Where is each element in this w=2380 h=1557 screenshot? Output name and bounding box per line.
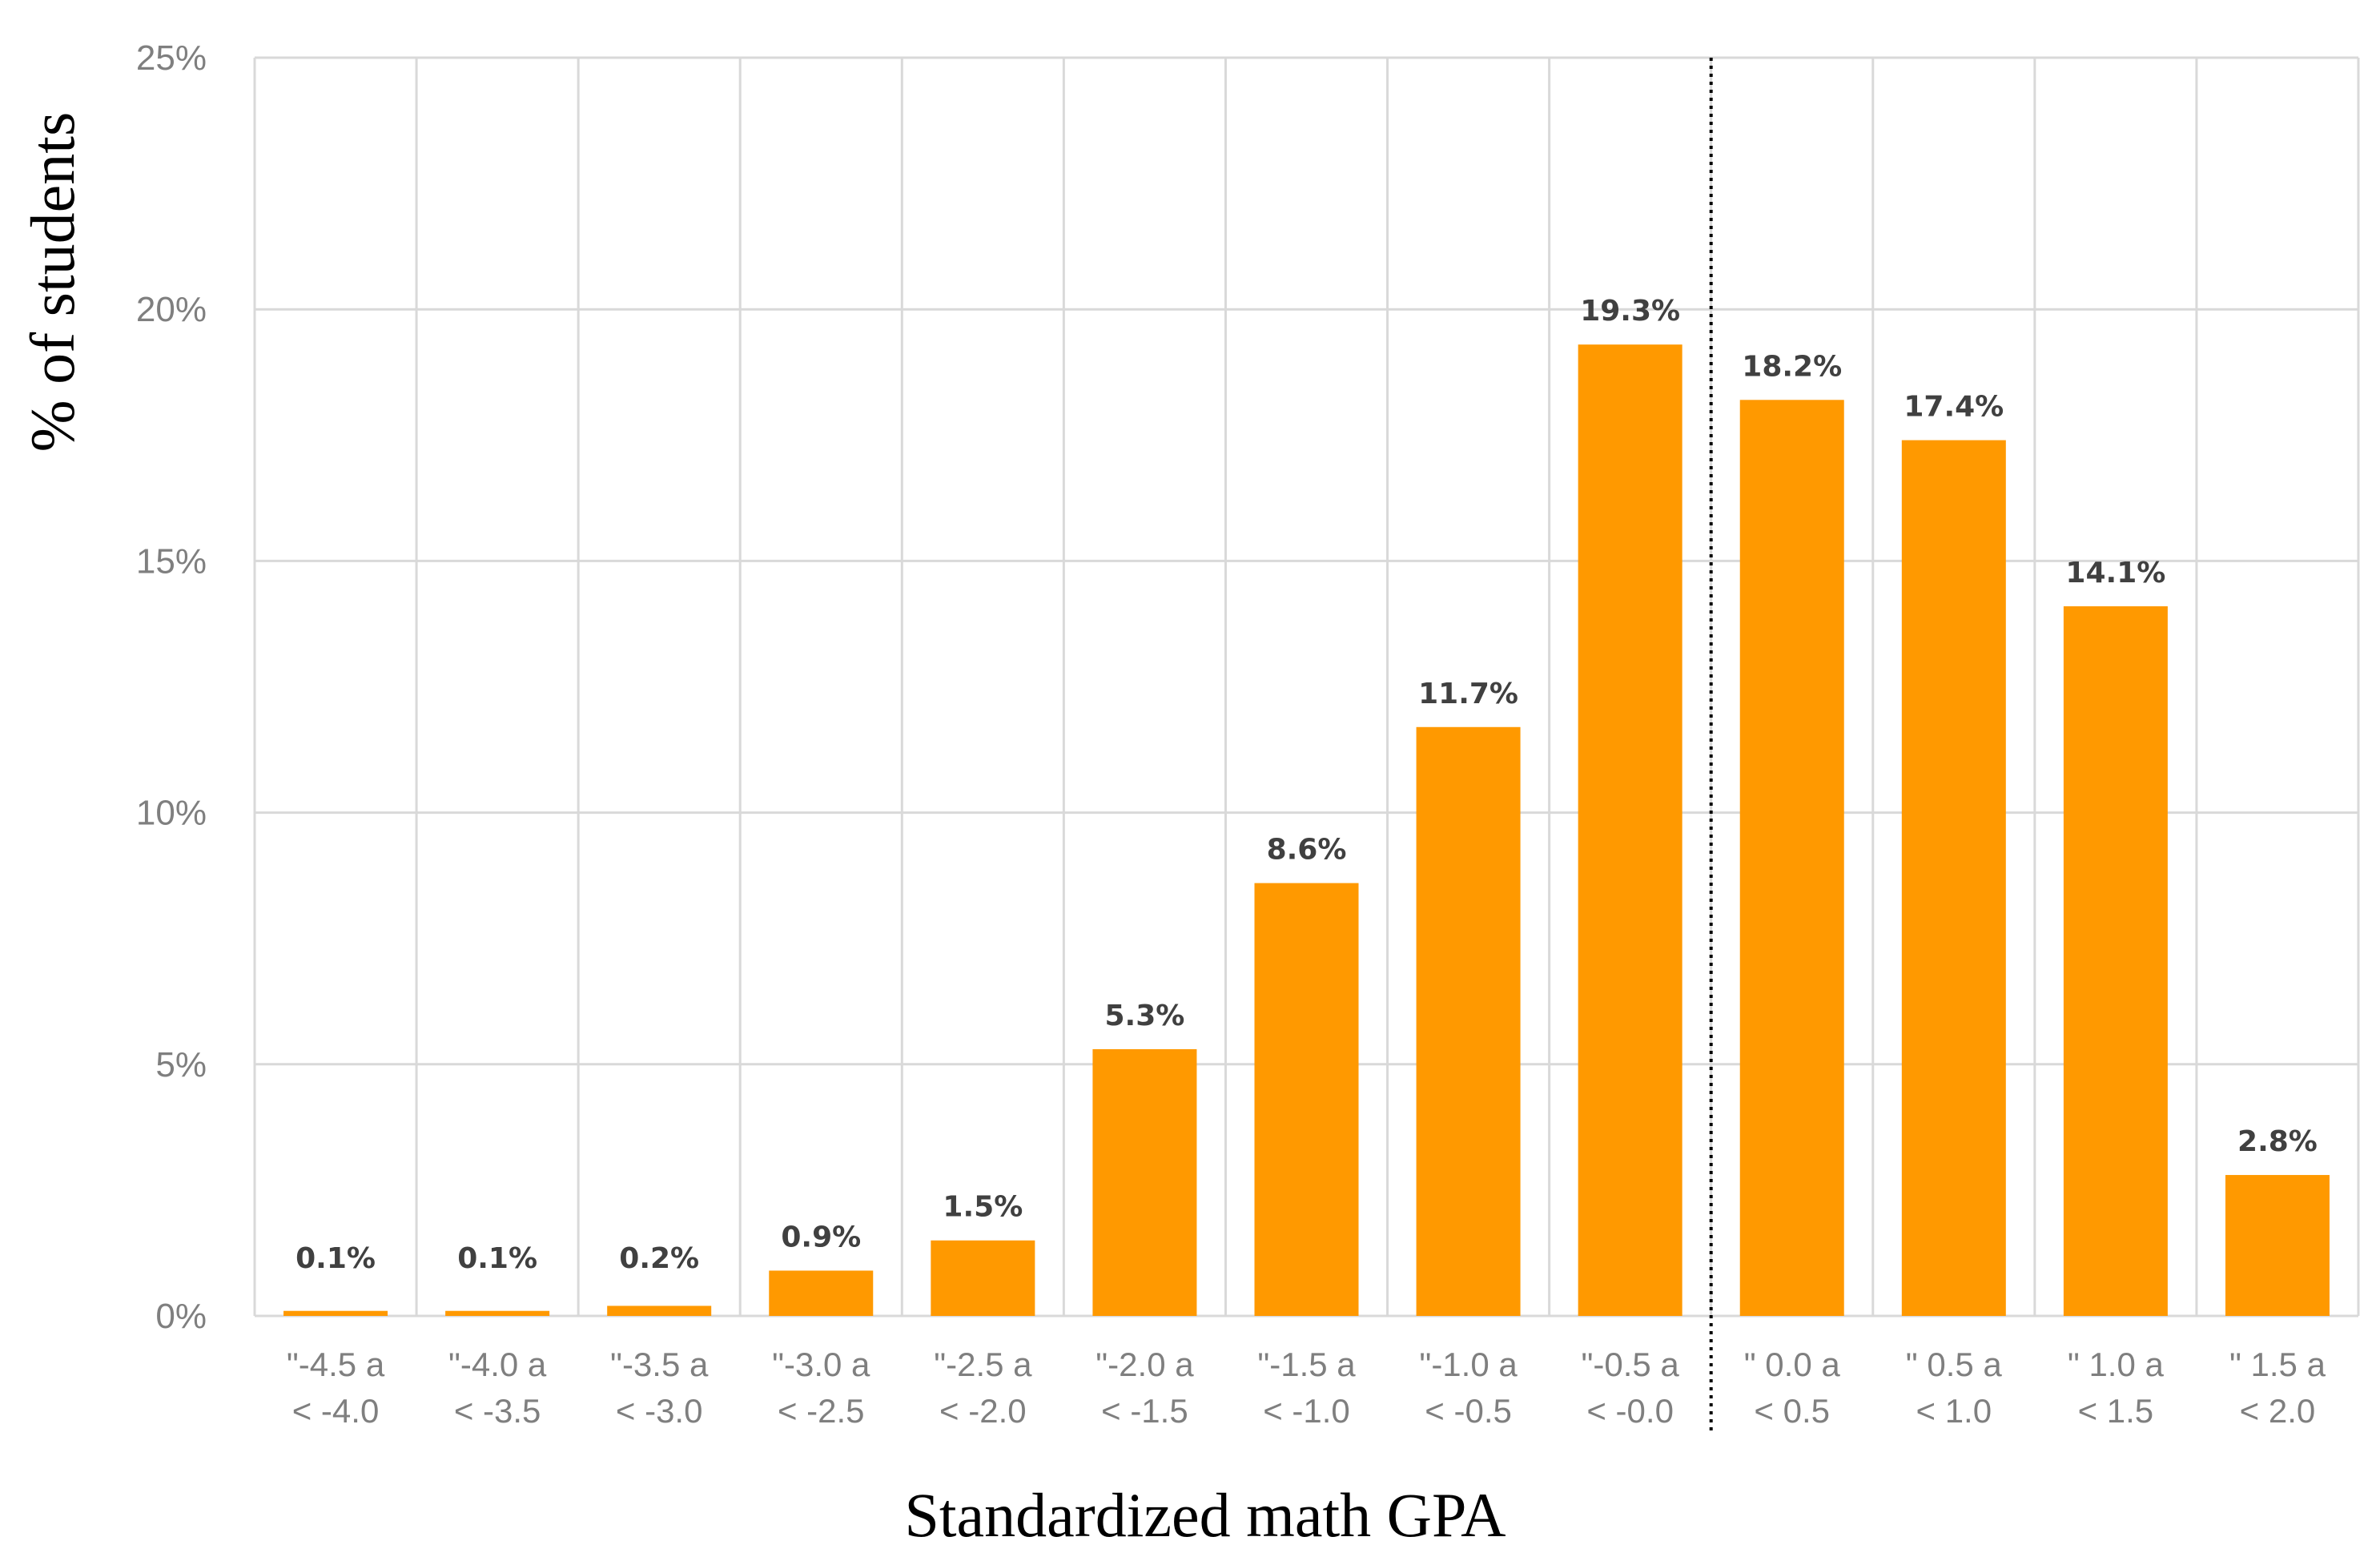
bar (2225, 1175, 2330, 1316)
x-tick-label: " 1.0 a (2068, 1346, 2165, 1383)
label-layer: 0% 5% 10% 15% 20% 25% 0.1% "-4.5 a < -4.0 0.1% "-4… (136, 38, 2326, 1430)
x-tick-label: " 0.0 a (1744, 1346, 1841, 1383)
bar (1739, 400, 1844, 1316)
data-label: 1.5% (943, 1191, 1023, 1224)
x-tick-label: < -0.0 (1586, 1392, 1674, 1430)
y-tick-label: 10% (136, 794, 207, 833)
y-tick-label: 15% (136, 541, 207, 581)
x-tick-label: "-1.0 a (1419, 1346, 1518, 1383)
x-tick-label: "-1.5 a (1257, 1346, 1356, 1383)
bar (769, 1270, 874, 1316)
y-axis-title: % of students (18, 112, 87, 453)
x-axis-title: Standardized math GPA (904, 1480, 1506, 1550)
x-tick-label: < -0.5 (1425, 1392, 1512, 1430)
bar-layer (283, 344, 2330, 1316)
data-label: 0.1% (295, 1242, 376, 1275)
bar (1578, 344, 1682, 1316)
x-tick-label: < 2.0 (2240, 1392, 2316, 1430)
x-tick-label: < -2.0 (939, 1392, 1027, 1430)
x-tick-label: " 1.5 a (2229, 1346, 2326, 1383)
x-tick-label: < -1.5 (1101, 1392, 1188, 1430)
grid-layer (253, 56, 2360, 1434)
x-tick-label: < 0.5 (1754, 1392, 1830, 1430)
x-tick-label: < -3.5 (454, 1392, 541, 1430)
x-tick-label: "-2.0 a (1096, 1346, 1194, 1383)
data-label: 18.2% (1742, 350, 1842, 383)
y-tick-label: 20% (136, 290, 207, 329)
data-label: 17.4% (1904, 391, 2004, 424)
bar (2063, 606, 2168, 1316)
x-tick-label: < 1.0 (1916, 1392, 1992, 1430)
data-label: 0.1% (457, 1242, 537, 1275)
x-tick-label: "-4.0 a (448, 1346, 547, 1383)
x-tick-label: "-4.5 a (287, 1346, 385, 1383)
data-label: 8.6% (1267, 834, 1347, 867)
x-tick-label: < -3.0 (616, 1392, 703, 1430)
x-tick-label: "-3.5 a (610, 1346, 709, 1383)
data-label: 2.8% (2237, 1125, 2318, 1158)
x-tick-label: "-2.5 a (934, 1346, 1032, 1383)
data-label: 19.3% (1580, 295, 1680, 328)
y-tick-label: 5% (155, 1045, 207, 1084)
x-tick-label: "-3.0 a (772, 1346, 870, 1383)
data-label: 11.7% (1418, 678, 1518, 710)
y-tick-label: 25% (136, 38, 207, 78)
bar (445, 1310, 550, 1316)
x-tick-label: " 0.5 a (1906, 1346, 2003, 1383)
bar (1416, 726, 1521, 1316)
x-tick-label: "-0.5 a (1581, 1346, 1679, 1383)
data-label: 0.2% (619, 1242, 699, 1275)
x-tick-label: < -4.0 (292, 1392, 380, 1430)
bar (283, 1310, 388, 1316)
bar (1092, 1048, 1197, 1316)
bar (1254, 883, 1359, 1316)
data-label: 14.1% (2065, 557, 2165, 589)
bar (931, 1240, 1035, 1316)
x-tick-label: < -1.0 (1263, 1392, 1350, 1430)
x-tick-label: < -2.5 (778, 1392, 865, 1430)
y-tick-label: 0% (155, 1297, 207, 1336)
data-label: 0.9% (781, 1221, 861, 1253)
bar (607, 1306, 712, 1316)
x-tick-label: < 1.5 (2078, 1392, 2154, 1430)
bar (1901, 440, 2006, 1316)
data-label: 5.3% (1105, 1000, 1185, 1032)
